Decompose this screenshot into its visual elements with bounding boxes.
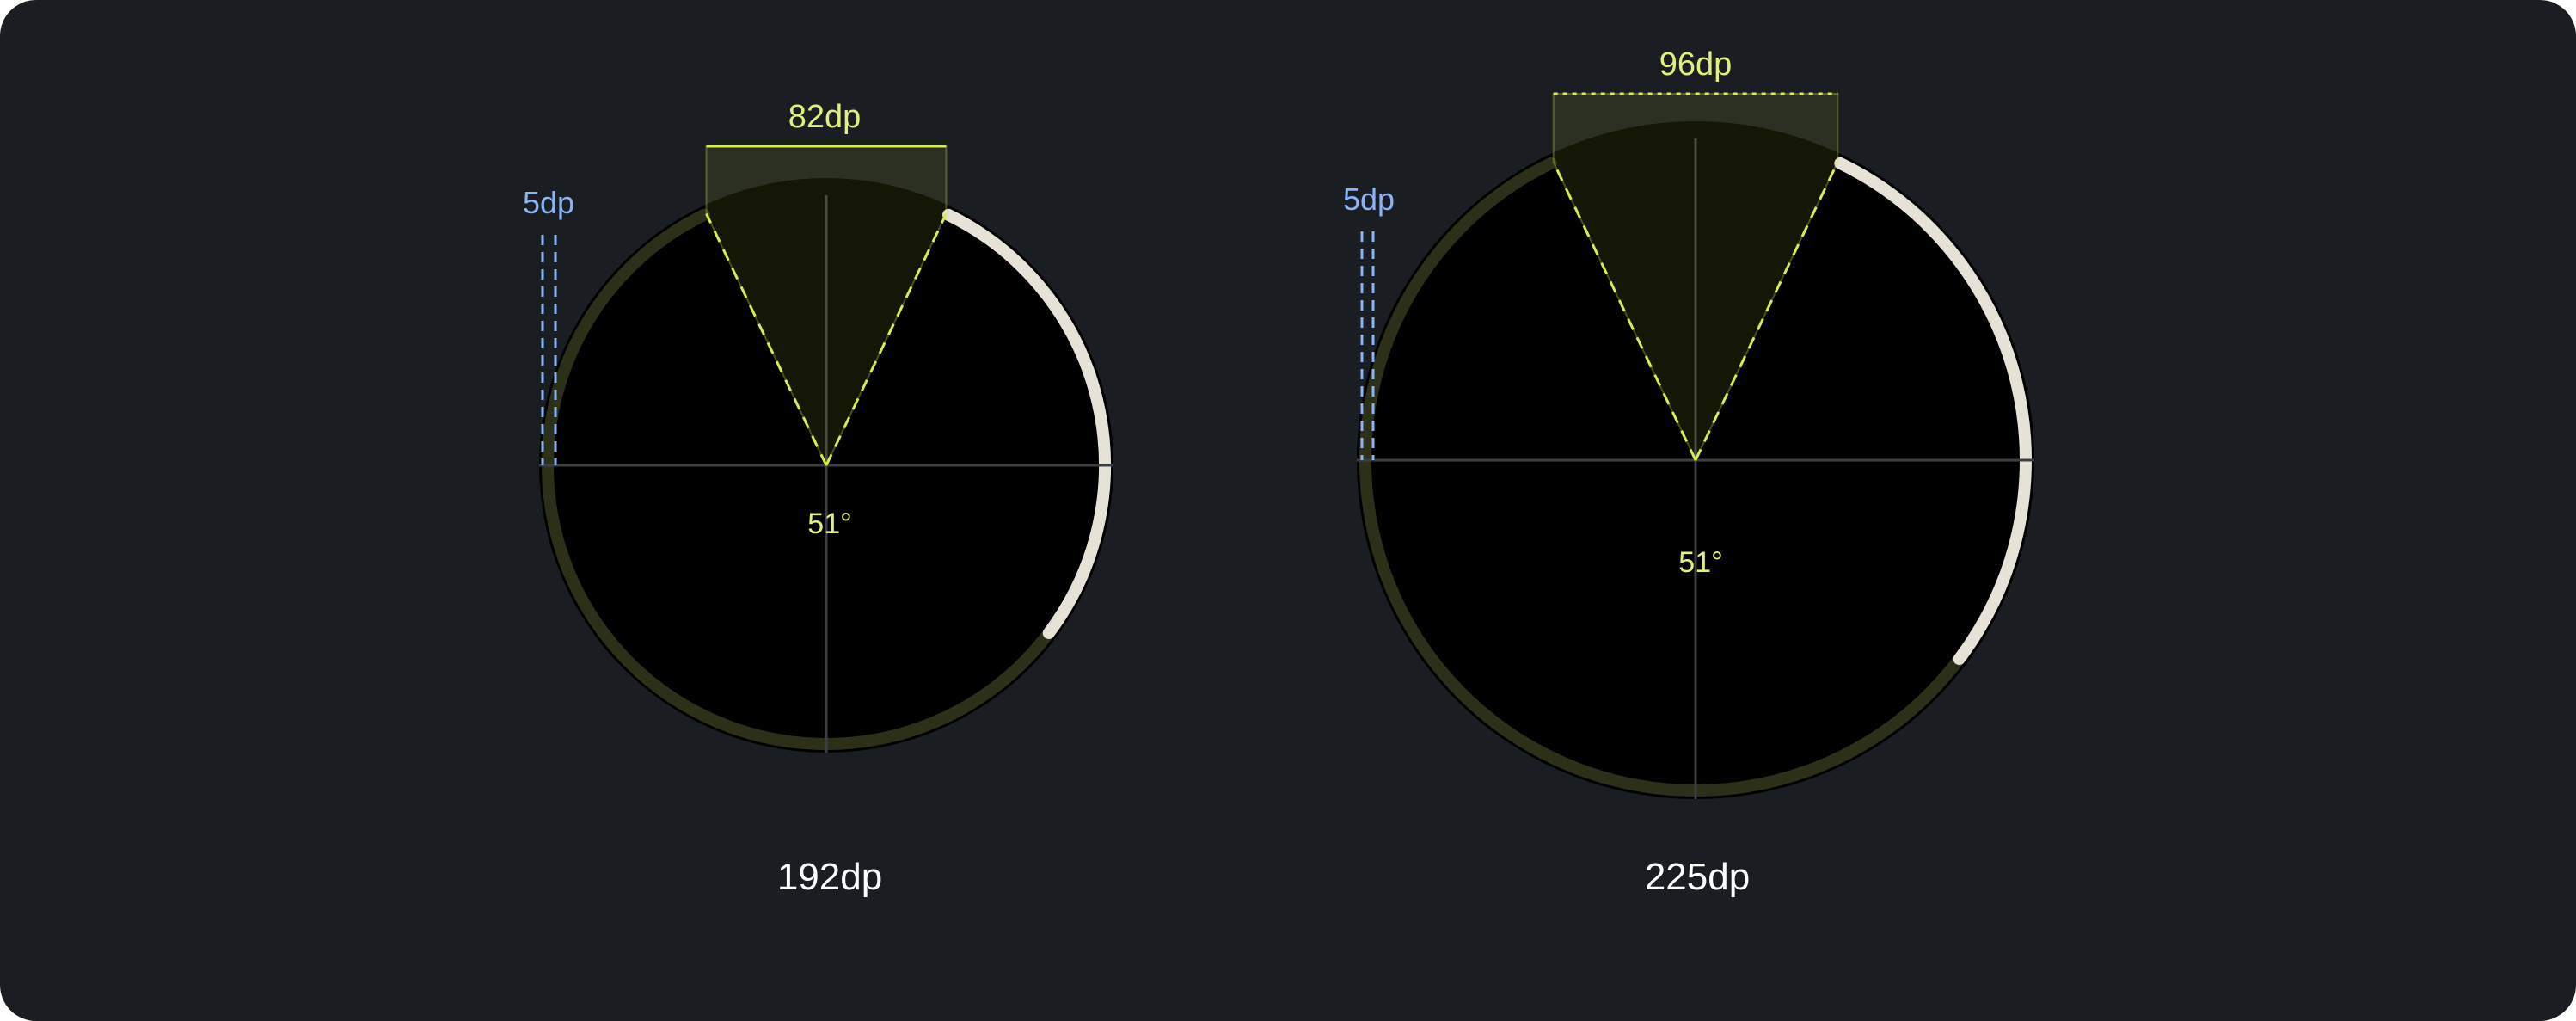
gap-right-dashed-line	[825, 212, 948, 466]
margin-label: 5dp	[523, 185, 574, 220]
margin-label: 5dp	[1343, 181, 1395, 217]
diagram-225dp: 96dp 5dp 51° 225dp	[1343, 46, 2034, 898]
indicator-arc	[942, 208, 1111, 639]
track-arc	[1359, 157, 1966, 797]
diagram-shapes	[539, 145, 1113, 753]
angle-label: 51°	[1678, 546, 1722, 579]
size-label: 225dp	[1645, 856, 1750, 898]
diagram-shapes	[1357, 92, 2034, 799]
gap-left-dashed-line	[705, 212, 828, 466]
angle-label: 51°	[807, 507, 851, 540]
gap-right-dashed-line	[1694, 161, 1839, 461]
size-label: 192dp	[777, 856, 882, 898]
gap-left-dashed-line	[1552, 161, 1697, 461]
indicator-arc	[1834, 157, 2032, 666]
track-arc	[542, 208, 1055, 750]
gap-width-label: 82dp	[788, 99, 862, 135]
diagram-192dp: 82dp 5dp 51° 192dp	[523, 99, 1113, 898]
gap-width-label: 96dp	[1659, 46, 1733, 83]
